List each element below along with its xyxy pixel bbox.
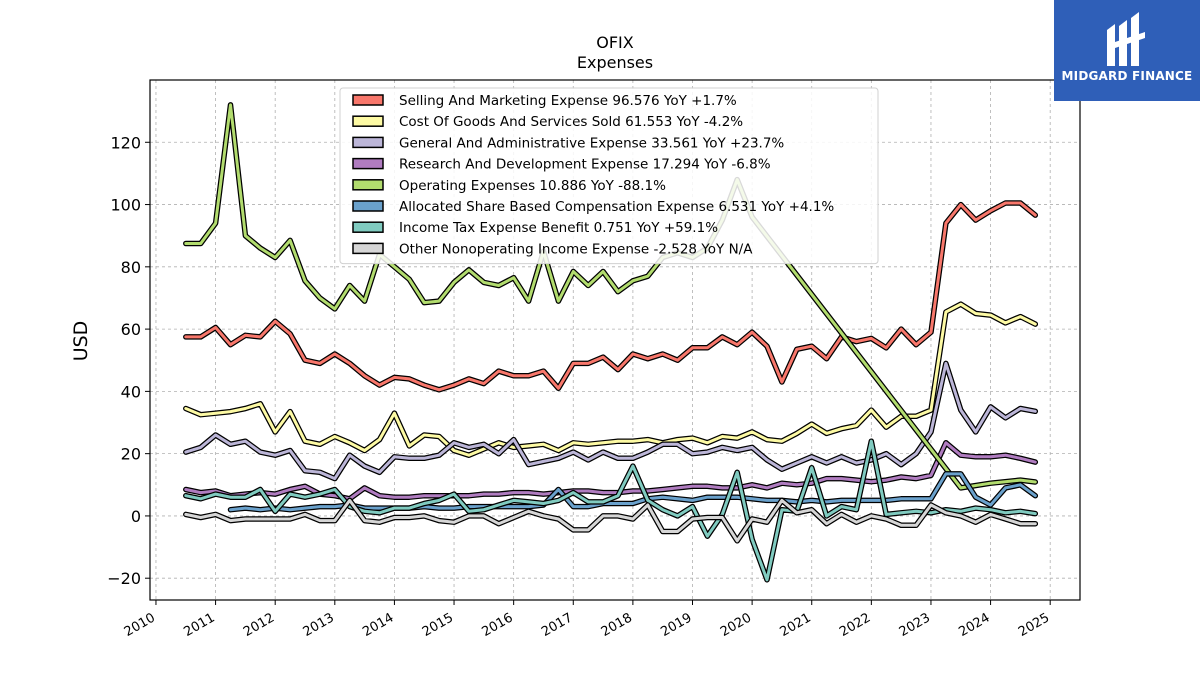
legend-swatch — [352, 221, 384, 233]
series-line — [184, 498, 1037, 543]
y-tick-label: 60 — [121, 320, 141, 339]
x-tick-label: 2015 — [420, 610, 456, 640]
y-tick-label: 40 — [121, 382, 141, 401]
plot-frame — [149, 79, 1081, 601]
x-axis-ticks: 2010 2011 2012 2013 2014 2015 2016 2017 2018 2019… — [122, 600, 1052, 640]
series-line — [229, 472, 1037, 512]
y-tick-label: 120 — [110, 133, 141, 152]
x-tick-label: 2011 — [181, 610, 217, 640]
legend-swatch — [352, 115, 384, 127]
x-tick-label: 2022 — [837, 610, 873, 640]
y-tick-label: 20 — [121, 445, 141, 464]
y-tick-label: −20 — [107, 569, 141, 588]
legend-entry: General And Administrative Expense 33.56… — [399, 135, 784, 151]
legend-swatch — [352, 200, 384, 212]
y-tick-label: 0 — [131, 507, 141, 526]
legend-swatch — [352, 94, 384, 106]
series-1 — [183, 301, 1039, 458]
series-2 — [183, 360, 1039, 482]
midgard-logo-icon — [1107, 12, 1145, 66]
series-6 — [183, 438, 1039, 583]
series-0 — [183, 200, 1039, 393]
x-tick-label: 2021 — [778, 610, 814, 640]
legend-swatch — [352, 179, 384, 191]
series-outline — [183, 301, 1039, 458]
x-tick-label: 2012 — [241, 610, 277, 640]
x-tick-label: 2025 — [1016, 610, 1052, 640]
x-tick-label: 2016 — [479, 610, 515, 640]
legend: Selling And Marketing Expense 96.576 YoY… — [339, 87, 879, 265]
series-line — [184, 441, 1037, 501]
series-line — [184, 361, 1037, 481]
legend-box — [339, 87, 879, 265]
series-line — [184, 201, 1037, 392]
series-5 — [227, 471, 1039, 513]
series-7 — [183, 497, 1039, 544]
x-tick-label: 2017 — [539, 610, 575, 640]
legend-swatch — [352, 136, 384, 149]
series-line — [184, 302, 1037, 457]
y-tick-label: 80 — [121, 258, 141, 277]
legend-swatch — [352, 157, 384, 170]
x-tick-label: 2020 — [718, 610, 754, 640]
legend-entry: Cost Of Goods And Services Sold 61.553 Y… — [399, 114, 743, 130]
logo-text: MIDGARD FINANCE — [1061, 69, 1193, 83]
x-tick-label: 2024 — [956, 610, 992, 640]
chart-subtitle: Expenses — [577, 53, 653, 72]
legend-entry: Other Nonoperating Income Expense -2.528… — [399, 241, 753, 257]
x-tick-label: 2023 — [897, 610, 933, 640]
legend-entry: Research And Development Expense 17.294 … — [399, 157, 771, 173]
y-tick-label: 100 — [110, 196, 141, 215]
series-3 — [183, 440, 1039, 502]
x-tick-label: 2014 — [360, 610, 396, 640]
legend-entry: Selling And Marketing Expense 96.576 YoY… — [399, 93, 737, 109]
legend-entry: Allocated Share Based Compensation Expen… — [399, 199, 834, 215]
midgard-finance-logo: MIDGARD FINANCE — [1054, 0, 1200, 101]
legend-swatch — [352, 242, 384, 255]
x-tick-label: 2018 — [599, 610, 635, 640]
legend-entry: Operating Expenses 10.886 YoY -88.1% — [399, 178, 666, 194]
x-tick-label: 2013 — [301, 610, 337, 640]
legend-entry: Income Tax Expense Benefit 0.751 YoY +59… — [399, 220, 718, 236]
y-axis-ticks: −20 0 20 40 60 80 100 120 — [107, 133, 150, 588]
x-tick-label: 2010 — [122, 610, 158, 640]
x-tick-label: 2019 — [658, 610, 694, 640]
chart-title: OFIX — [596, 33, 634, 52]
series-line — [184, 439, 1037, 582]
y-axis-label: USD — [70, 321, 92, 362]
